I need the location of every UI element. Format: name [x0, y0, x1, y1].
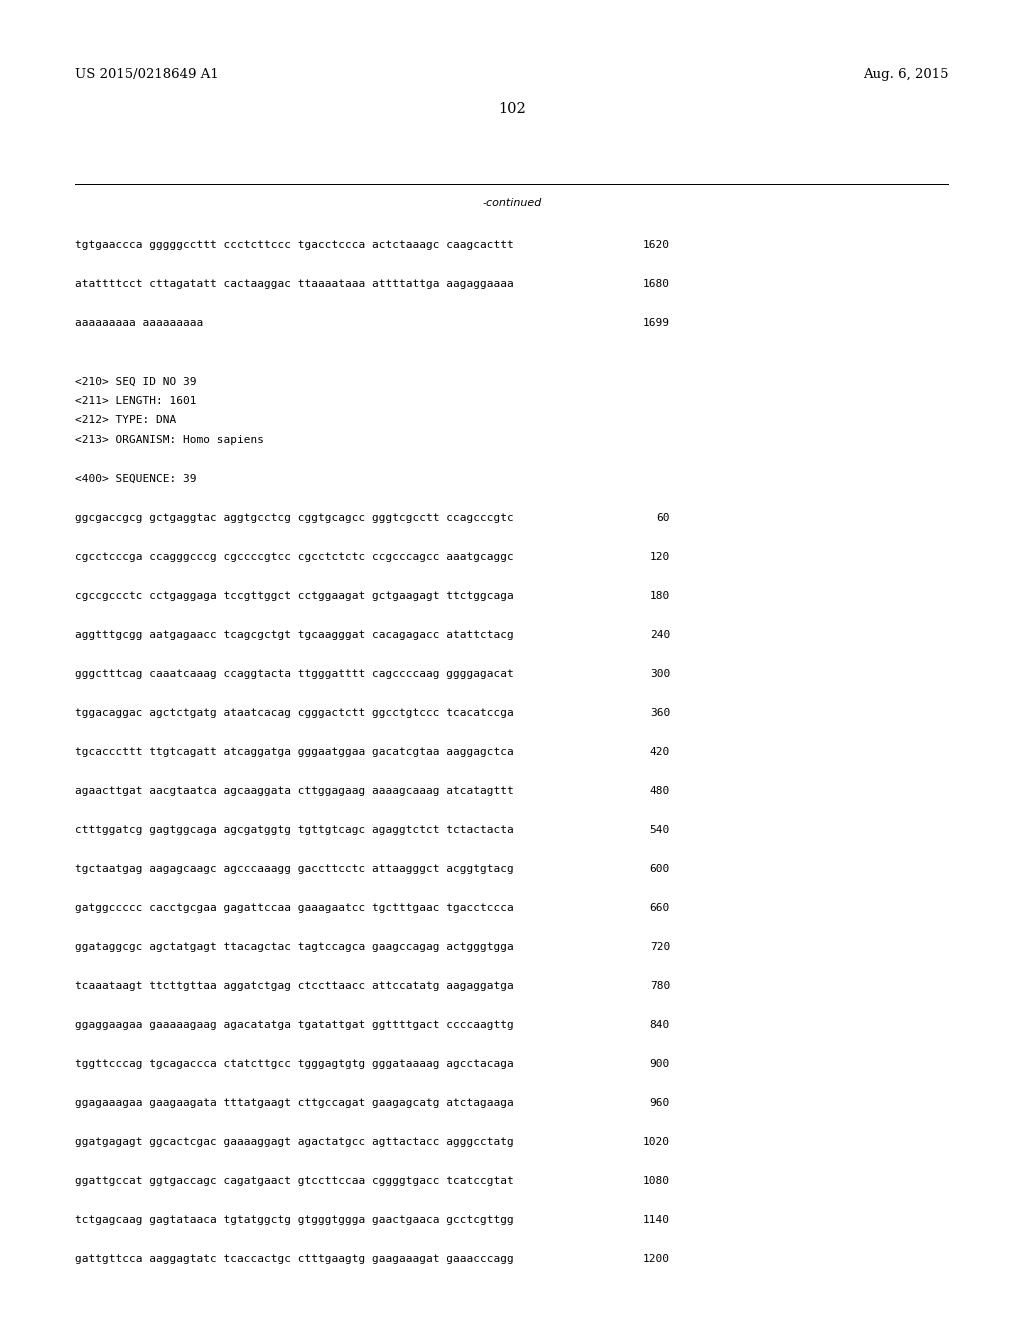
- Text: 120: 120: [650, 552, 670, 562]
- Text: 480: 480: [650, 785, 670, 796]
- Text: 660: 660: [650, 903, 670, 913]
- Text: 60: 60: [656, 513, 670, 523]
- Text: -continued: -continued: [482, 198, 542, 209]
- Text: 240: 240: [650, 630, 670, 640]
- Text: ggatgagagt ggcactcgac gaaaaggagt agactatgcc agttactacc agggcctatg: ggatgagagt ggcactcgac gaaaaggagt agactat…: [75, 1137, 514, 1147]
- Text: 600: 600: [650, 865, 670, 874]
- Text: 102: 102: [498, 102, 526, 116]
- Text: 360: 360: [650, 708, 670, 718]
- Text: 420: 420: [650, 747, 670, 756]
- Text: 780: 780: [650, 981, 670, 991]
- Text: tggacaggac agctctgatg ataatcacag cgggactctt ggcctgtccc tcacatccga: tggacaggac agctctgatg ataatcacag cgggact…: [75, 708, 514, 718]
- Text: 540: 540: [650, 825, 670, 836]
- Text: Aug. 6, 2015: Aug. 6, 2015: [863, 69, 949, 81]
- Text: ggattgccat ggtgaccagc cagatgaact gtccttccaa cggggtgacc tcatccgtat: ggattgccat ggtgaccagc cagatgaact gtccttc…: [75, 1176, 514, 1185]
- Text: ggaggaagaa gaaaaagaag agacatatga tgatattgat ggttttgact ccccaagttg: ggaggaagaa gaaaaagaag agacatatga tgatatt…: [75, 1020, 514, 1030]
- Text: <211> LENGTH: 1601: <211> LENGTH: 1601: [75, 396, 197, 407]
- Text: US 2015/0218649 A1: US 2015/0218649 A1: [75, 69, 219, 81]
- Text: ggagaaagaa gaagaagata tttatgaagt cttgccagat gaagagcatg atctagaaga: ggagaaagaa gaagaagata tttatgaagt cttgcca…: [75, 1098, 514, 1107]
- Text: ggataggcgc agctatgagt ttacagctac tagtccagca gaagccagag actgggtgga: ggataggcgc agctatgagt ttacagctac tagtcca…: [75, 942, 514, 952]
- Text: 1680: 1680: [643, 279, 670, 289]
- Text: 180: 180: [650, 591, 670, 601]
- Text: tcaaataagt ttcttgttaa aggatctgag ctccttaacc attccatatg aagaggatga: tcaaataagt ttcttgttaa aggatctgag ctcctta…: [75, 981, 514, 991]
- Text: 720: 720: [650, 942, 670, 952]
- Text: 960: 960: [650, 1098, 670, 1107]
- Text: aaaaaaaaa aaaaaaaaa: aaaaaaaaa aaaaaaaaa: [75, 318, 203, 327]
- Text: 840: 840: [650, 1020, 670, 1030]
- Text: tgctaatgag aagagcaagc agcccaaagg gaccttcctc attaagggct acggtgtacg: tgctaatgag aagagcaagc agcccaaagg gaccttc…: [75, 865, 514, 874]
- Text: 1200: 1200: [643, 1254, 670, 1265]
- Text: gattgttcca aaggagtatc tcaccactgc ctttgaagtg gaagaaagat gaaacccagg: gattgttcca aaggagtatc tcaccactgc ctttgaa…: [75, 1254, 514, 1265]
- Text: <212> TYPE: DNA: <212> TYPE: DNA: [75, 416, 176, 425]
- Text: 900: 900: [650, 1059, 670, 1069]
- Text: tggttcccag tgcagaccca ctatcttgcc tgggagtgtg gggataaaag agcctacaga: tggttcccag tgcagaccca ctatcttgcc tgggagt…: [75, 1059, 514, 1069]
- Text: ggcgaccgcg gctgaggtac aggtgcctcg cggtgcagcc gggtcgcctt ccagcccgtc: ggcgaccgcg gctgaggtac aggtgcctcg cggtgca…: [75, 513, 514, 523]
- Text: aggtttgcgg aatgagaacc tcagcgctgt tgcaagggat cacagagacc atattctacg: aggtttgcgg aatgagaacc tcagcgctgt tgcaagg…: [75, 630, 514, 640]
- Text: tgcacccttt ttgtcagatt atcaggatga gggaatggaa gacatcgtaa aaggagctca: tgcacccttt ttgtcagatt atcaggatga gggaatg…: [75, 747, 514, 756]
- Text: 1620: 1620: [643, 240, 670, 249]
- Text: 1140: 1140: [643, 1214, 670, 1225]
- Text: 1699: 1699: [643, 318, 670, 327]
- Text: tctgagcaag gagtataaca tgtatggctg gtgggtggga gaactgaaca gcctcgttgg: tctgagcaag gagtataaca tgtatggctg gtgggtg…: [75, 1214, 514, 1225]
- Text: atattttcct cttagatatt cactaaggac ttaaaataaa attttattga aagaggaaaa: atattttcct cttagatatt cactaaggac ttaaaat…: [75, 279, 514, 289]
- Text: gatggccccc cacctgcgaa gagattccaa gaaagaatcc tgctttgaac tgacctccca: gatggccccc cacctgcgaa gagattccaa gaaagaa…: [75, 903, 514, 913]
- Text: 1080: 1080: [643, 1176, 670, 1185]
- Text: cgccgccctc cctgaggaga tccgttggct cctggaagat gctgaagagt ttctggcaga: cgccgccctc cctgaggaga tccgttggct cctggaa…: [75, 591, 514, 601]
- Text: 1020: 1020: [643, 1137, 670, 1147]
- Text: ctttggatcg gagtggcaga agcgatggtg tgttgtcagc agaggtctct tctactacta: ctttggatcg gagtggcaga agcgatggtg tgttgtc…: [75, 825, 514, 836]
- Text: tgtgaaccca gggggccttt ccctcttccc tgacctccca actctaaagc caagcacttt: tgtgaaccca gggggccttt ccctcttccc tgacctc…: [75, 240, 514, 249]
- Text: agaacttgat aacgtaatca agcaaggata cttggagaag aaaagcaaag atcatagttt: agaacttgat aacgtaatca agcaaggata cttggag…: [75, 785, 514, 796]
- Text: 300: 300: [650, 669, 670, 678]
- Text: cgcctcccga ccagggcccg cgccccgtcc cgcctctctc ccgcccagcc aaatgcaggc: cgcctcccga ccagggcccg cgccccgtcc cgcctct…: [75, 552, 514, 562]
- Text: gggctttcag caaatcaaag ccaggtacta ttgggatttt cagccccaag ggggagacat: gggctttcag caaatcaaag ccaggtacta ttgggat…: [75, 669, 514, 678]
- Text: <210> SEQ ID NO 39: <210> SEQ ID NO 39: [75, 376, 197, 387]
- Text: <213> ORGANISM: Homo sapiens: <213> ORGANISM: Homo sapiens: [75, 436, 264, 445]
- Text: <400> SEQUENCE: 39: <400> SEQUENCE: 39: [75, 474, 197, 484]
